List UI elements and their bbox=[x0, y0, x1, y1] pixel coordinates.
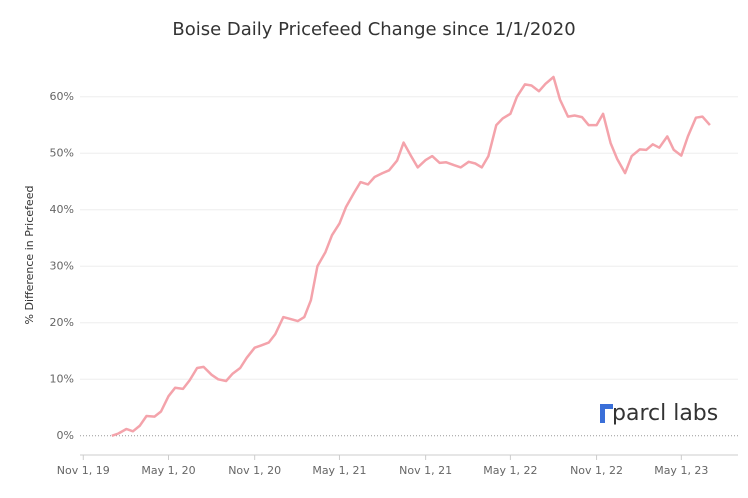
x-tick-label: May 1, 23 bbox=[654, 464, 708, 477]
logo-icon bbox=[600, 404, 605, 423]
x-tick-label: Nov 1, 21 bbox=[399, 464, 452, 477]
y-tick-label: 20% bbox=[50, 316, 74, 329]
y-tick-label: 50% bbox=[50, 146, 74, 159]
y-tick-label: 30% bbox=[50, 259, 74, 272]
x-tick-label: May 1, 21 bbox=[312, 464, 366, 477]
x-tick-label: May 1, 22 bbox=[483, 464, 537, 477]
y-tick-label: 10% bbox=[50, 372, 74, 385]
logo-icon bbox=[600, 404, 613, 409]
y-axis-label: % Difference in Pricefeed bbox=[23, 186, 36, 325]
y-tick-label: 40% bbox=[50, 203, 74, 216]
logo-text: parcl labs bbox=[612, 401, 718, 426]
chart-title: Boise Daily Pricefeed Change since 1/1/2… bbox=[172, 19, 575, 40]
y-tick-label: 60% bbox=[50, 90, 74, 103]
x-tick-label: Nov 1, 22 bbox=[570, 464, 623, 477]
line bbox=[111, 75, 711, 437]
y-tick-label: 0% bbox=[57, 429, 74, 442]
x-tick-label: Nov 1, 19 bbox=[57, 464, 110, 477]
x-tick-label: Nov 1, 20 bbox=[228, 464, 281, 477]
logo: parcl labs bbox=[600, 401, 718, 426]
x-tick-label: May 1, 20 bbox=[141, 464, 195, 477]
